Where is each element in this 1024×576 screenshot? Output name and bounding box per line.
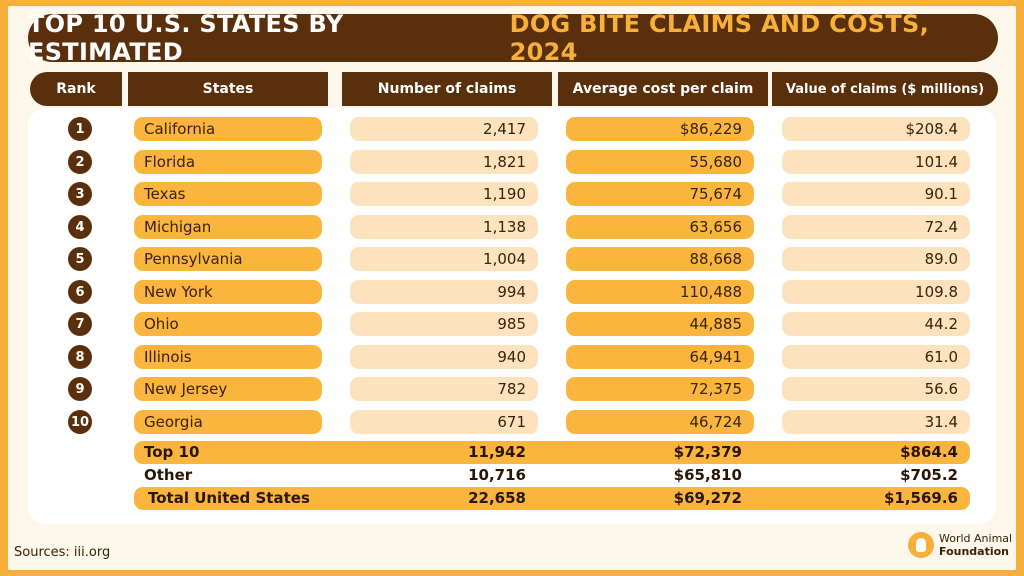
avg-cost: 110,488 <box>566 280 754 304</box>
rank-badge: 8 <box>68 345 92 369</box>
claims-value: 72.4 <box>782 215 970 239</box>
claims-value: 89.0 <box>782 247 970 271</box>
claims-count: 782 <box>350 377 538 401</box>
avg-cost: 75,674 <box>566 182 754 206</box>
state-name: Georgia <box>134 410 322 434</box>
claims-value: $208.4 <box>782 117 970 141</box>
logo: World Animal Foundation <box>908 532 1012 558</box>
rank-badge: 2 <box>68 150 92 174</box>
header-avg-cost: Average cost per claim <box>558 72 768 106</box>
rank-badge: 5 <box>68 247 92 271</box>
summary-row-total <box>134 487 970 510</box>
claims-value: 90.1 <box>782 182 970 206</box>
avg-cost: 55,680 <box>566 150 754 174</box>
claims-count: 2,417 <box>350 117 538 141</box>
claims-count: 671 <box>350 410 538 434</box>
paw-logo-icon <box>908 532 934 558</box>
rank-badge: 4 <box>68 215 92 239</box>
header-rank: Rank <box>30 72 122 106</box>
logo-line1: World Animal <box>939 532 1013 545</box>
avg-cost: $86,229 <box>566 117 754 141</box>
state-name: New York <box>134 280 322 304</box>
claims-count: 1,004 <box>350 247 538 271</box>
title-bar: TOP 10 U.S. STATES BY ESTIMATED DOG BITE… <box>28 10 998 66</box>
claims-value: 44.2 <box>782 312 970 336</box>
summary-avg-cost: $65,810 <box>673 466 742 484</box>
state-name: New Jersey <box>134 377 322 401</box>
title-part2: DOG BITE CLAIMS AND COSTS, 2024 <box>509 10 930 66</box>
title-part1: TOP 10 U.S. STATES BY ESTIMATED <box>28 10 344 66</box>
rank-badge: 7 <box>68 312 92 336</box>
claims-value: 61.0 <box>782 345 970 369</box>
summary-claims: 11,942 <box>468 443 526 461</box>
avg-cost: 88,668 <box>566 247 754 271</box>
summary-avg-cost: $72,379 <box>673 443 742 461</box>
header-states: States <box>128 72 328 106</box>
state-name: Michigan <box>134 215 322 239</box>
claims-count: 985 <box>350 312 538 336</box>
summary-value: $1,569.6 <box>883 489 958 507</box>
sources-note: Sources: iii.org <box>14 545 111 560</box>
summary-label: Other <box>144 466 193 484</box>
state-name: Texas <box>134 182 322 206</box>
claims-value: 31.4 <box>782 410 970 434</box>
summary-avg-cost: $69,272 <box>673 489 742 507</box>
claims-value: 101.4 <box>782 150 970 174</box>
claims-value: 109.8 <box>782 280 970 304</box>
avg-cost: 46,724 <box>566 410 754 434</box>
state-name: Pennsylvania <box>134 247 322 271</box>
summary-claims: 22,658 <box>468 489 526 507</box>
logo-line2: Foundation <box>939 545 1010 558</box>
header-claims: Number of claims <box>342 72 552 106</box>
state-name: Florida <box>134 150 322 174</box>
claims-count: 1,190 <box>350 182 538 206</box>
rank-badge: 10 <box>68 410 92 434</box>
claims-count: 994 <box>350 280 538 304</box>
rank-badge: 3 <box>68 182 92 206</box>
claims-count: 1,138 <box>350 215 538 239</box>
summary-label: Top 10 <box>144 443 200 461</box>
rank-badge: 9 <box>68 377 92 401</box>
claims-count: 1,821 <box>350 150 538 174</box>
avg-cost: 72,375 <box>566 377 754 401</box>
summary-claims: 10,716 <box>468 466 526 484</box>
state-name: California <box>134 117 322 141</box>
state-name: Ohio <box>134 312 322 336</box>
summary-value: $705.2 <box>900 466 958 484</box>
avg-cost: 64,941 <box>566 345 754 369</box>
claims-value: 56.6 <box>782 377 970 401</box>
summary-label: Total United States <box>148 489 310 507</box>
avg-cost: 44,885 <box>566 312 754 336</box>
summary-value: $864.4 <box>900 443 958 461</box>
claims-count: 940 <box>350 345 538 369</box>
state-name: Illinois <box>134 345 322 369</box>
avg-cost: 63,656 <box>566 215 754 239</box>
header-value: Value of claims ($ millions) <box>772 72 998 106</box>
summary-row-top10 <box>134 441 970 464</box>
rank-badge: 1 <box>68 117 92 141</box>
rank-badge: 6 <box>68 280 92 304</box>
